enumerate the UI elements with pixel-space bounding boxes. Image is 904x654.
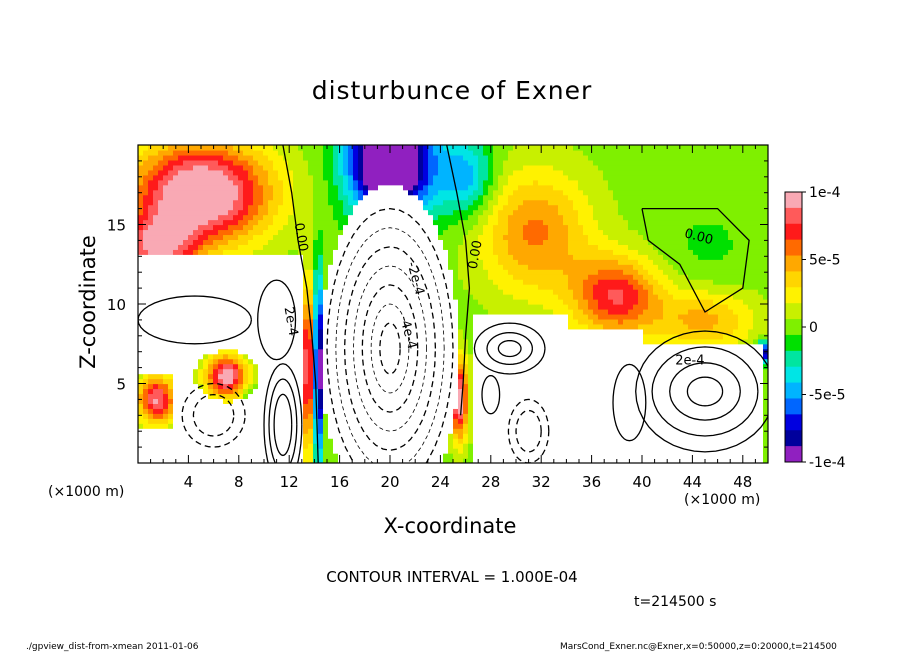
x-tick-label: 16 xyxy=(330,473,349,491)
contour-label: 0.00 xyxy=(466,239,486,270)
contour-lines xyxy=(138,145,768,463)
colorbar-tick-label: 5e-5 xyxy=(809,253,840,269)
x-tick-label: 48 xyxy=(733,473,752,491)
colorbar-swatch xyxy=(785,255,802,272)
contour-interval: CONTOUR INTERVAL = 1.000E-04 xyxy=(326,568,578,586)
x-tick-label: 12 xyxy=(280,473,299,491)
contour-label: 0.00 xyxy=(291,222,311,253)
footer-source: MarsCond_Exner.nc@Exner,x=0:50000,z=0:20… xyxy=(560,642,837,652)
y-axis-label: Z-coordinate xyxy=(76,235,100,369)
colorbar-swatch xyxy=(785,271,802,288)
y-tick-label: 10 xyxy=(107,296,126,314)
colorbar-swatch xyxy=(785,192,802,209)
y-tick-label: 5 xyxy=(116,376,126,394)
z-axis-unit: (×1000 m) xyxy=(48,484,125,500)
colorbar-swatch xyxy=(785,382,802,399)
colorbar-swatch xyxy=(785,350,802,368)
colorbar-swatch xyxy=(785,414,802,431)
colorbar-swatch xyxy=(785,319,802,336)
x-tick-label: 8 xyxy=(234,473,244,491)
colorbar-swatch xyxy=(785,287,802,304)
colorbar-tick-label: 0 xyxy=(809,320,818,336)
colorbar: 1e-4 5e-5 0 -5e-5 -1e-4 xyxy=(784,185,846,471)
y-tick-label: 15 xyxy=(107,217,126,235)
colorbar-swatch xyxy=(785,207,802,225)
x-tick-label: 32 xyxy=(532,473,551,491)
colorbar-tick-label: 1e-4 xyxy=(809,185,841,201)
colorbar-tick-label: -5e-5 xyxy=(809,388,846,404)
colorbar-swatch xyxy=(785,366,802,384)
colorbar-swatch xyxy=(785,446,802,463)
chart-title: disturbunce of Exner xyxy=(311,76,593,105)
x-tick-label: 36 xyxy=(582,473,601,491)
contour-label: 2e-4 xyxy=(281,306,301,337)
colorbar-swatch xyxy=(785,239,802,257)
x-tick-label: 4 xyxy=(184,473,194,491)
x-axis: 4 8 12 16 20 24 28 32 36 40 44 48 xyxy=(150,145,756,491)
colorbar-swatch xyxy=(785,303,802,320)
x-tick-label: 40 xyxy=(632,473,651,491)
x-axis-label: X-coordinate xyxy=(383,514,517,538)
x-tick-label: 20 xyxy=(380,473,399,491)
colorbar-swatch xyxy=(785,223,802,241)
time-stamp: t=214500 s xyxy=(634,594,717,610)
y-axis: 5 10 15 xyxy=(107,160,768,448)
x-tick-label: 44 xyxy=(683,473,702,491)
heatmap-field xyxy=(138,145,768,463)
colorbar-tick-label: -1e-4 xyxy=(809,455,846,471)
footer-command: ./gpview_dist-from-xmean 2011-01-06 xyxy=(26,642,199,652)
colorbar-swatch xyxy=(785,430,802,447)
contour-label: 0.00 xyxy=(683,226,715,248)
x-axis-unit: (×1000 m) xyxy=(684,492,761,508)
colorbar-swatch xyxy=(785,334,802,352)
colorbar-swatch xyxy=(785,398,802,415)
x-tick-label: 24 xyxy=(431,473,450,491)
x-tick-label: 28 xyxy=(481,473,500,491)
contour-label: 2e-4 xyxy=(675,354,704,369)
